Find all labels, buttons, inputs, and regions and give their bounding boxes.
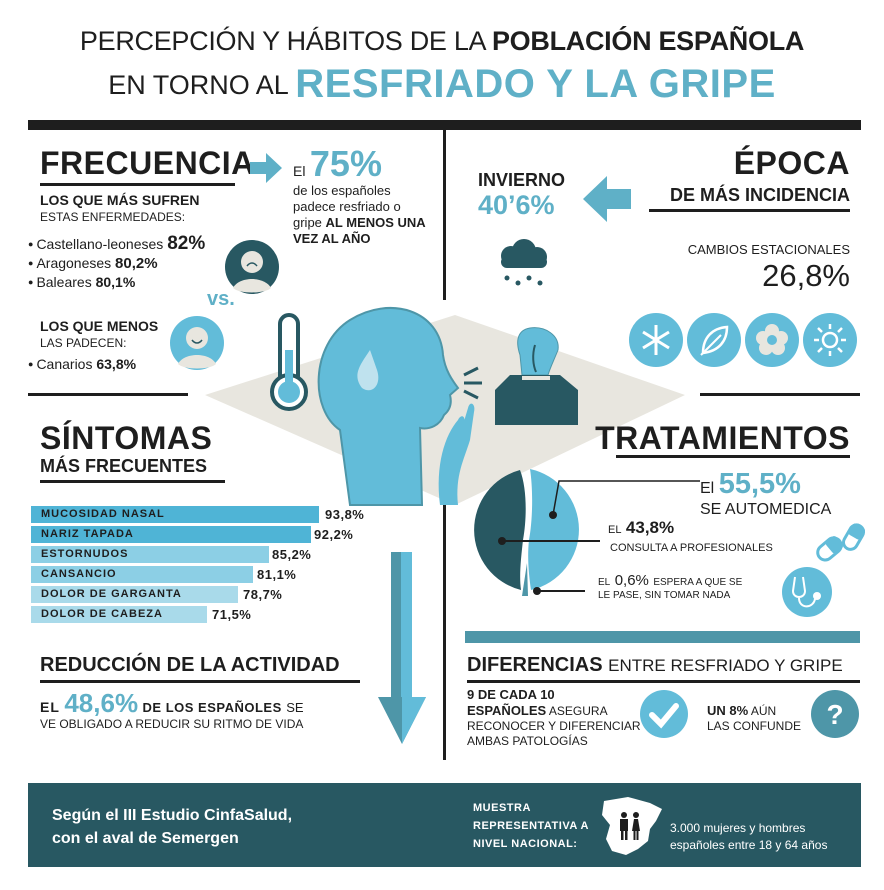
changes-label: CAMBIOS ESTACIONALES	[687, 242, 850, 257]
central-illustration	[205, 306, 685, 506]
page-title-line2: EN TORNO AL RESFRIADO Y LA GRIPE	[0, 62, 884, 107]
spain-map-icon	[602, 797, 662, 855]
epoca-underline	[649, 209, 850, 212]
bar-row: DOLOR DE GARGANTA 78,7%	[31, 586, 282, 603]
footer-banner: Según el III Estudio CinfaSalud, con el …	[28, 783, 861, 867]
most-list: Castellano-leoneses 82% Aragoneses 80,2%…	[28, 234, 205, 292]
title-highlight: RESFRIADO Y LA GRIPE	[295, 62, 776, 106]
section-divider	[700, 393, 860, 396]
bar-row: DOLOR DE CABEZA 71,5%	[31, 606, 251, 623]
bar-row: NARIZ TAPADA 92,2%	[31, 526, 353, 543]
winter-value: 40’6%	[478, 190, 555, 220]
sintomas-underline	[40, 480, 225, 483]
sad-person-icon	[225, 240, 279, 294]
vertical-divider	[443, 485, 446, 760]
least-list: Canarios 63,8%	[28, 355, 136, 374]
sintomas-title: SÍNTOMAS	[40, 420, 213, 456]
treatment-wait: EL 0,6% ESPERA A QUE SE	[598, 572, 743, 589]
list-item: Baleares 80,1%	[28, 273, 205, 292]
diferencias-right: UN 8% AÚN LAS CONFUNDE	[707, 703, 802, 733]
sun-icon	[803, 313, 857, 367]
list-item: Canarios 63,8%	[28, 355, 136, 374]
most-subtitle: ESTAS ENFERMEDADES:	[40, 210, 186, 224]
vertical-divider	[443, 130, 446, 300]
bar-row: CANSANCIO 81,1%	[31, 566, 296, 583]
treatment-professional: EL 43,8%	[608, 518, 675, 537]
stat-75: 75%	[309, 143, 382, 184]
stethoscope-icon	[782, 567, 832, 617]
reduccion-stat: EL 48,6% DE LOS ESPAÑOLES SE	[40, 688, 304, 718]
treatment-professional-text: CONSULTA A PROFESIONALES	[610, 542, 773, 554]
epoca-subtitle: DE MÁS INCIDENCIA	[669, 185, 850, 205]
frecuencia-stat-text: de los españoles padece resfriado o grip…	[293, 183, 426, 246]
arrow-down-icon	[378, 552, 426, 744]
reduccion-underline	[40, 680, 360, 683]
arrow-left-icon	[583, 176, 631, 222]
snowflake-icon	[629, 313, 683, 367]
arrow-right-icon	[250, 153, 282, 183]
season-icons	[629, 313, 857, 367]
frecuencia-underline	[40, 183, 235, 186]
list-item: Aragoneses 80,2%	[28, 254, 205, 273]
changes-value: 26,8%	[762, 258, 850, 293]
least-subtitle: LAS PADECEN:	[40, 336, 127, 350]
winter-label: INVIERNO	[478, 170, 566, 190]
reduccion-text: VE OBLIGADO A REDUCIR SU RITMO DE VIDA	[40, 717, 304, 731]
question-mark-icon: ?	[811, 690, 859, 738]
epoca-title: ÉPOCA	[733, 145, 850, 181]
section-divider	[28, 393, 188, 396]
treatment-self: El 55,5%	[700, 468, 801, 500]
most-title: LOS QUE MÁS SUFREN	[40, 192, 200, 208]
reduccion-title: REDUCCIÓN DE LA ACTIVIDAD	[40, 654, 340, 676]
sick-head-icon	[317, 306, 482, 506]
title-bold: POBLACIÓN ESPAÑOLA	[491, 26, 805, 56]
rain-cloud-icon	[501, 239, 547, 286]
frecuencia-stat: El 75%	[293, 143, 382, 184]
flower-icon	[745, 313, 799, 367]
vs-label: vs.	[207, 288, 235, 310]
tratamientos-title: TRATAMIENTOS	[595, 420, 850, 456]
bar-row: ESTORNUDOS 85,2%	[31, 546, 311, 563]
bar-row: MUCOSIDAD NASAL 93,8%	[31, 506, 364, 523]
footer-sample: 3.000 mujeres y hombres españoles entre …	[670, 821, 828, 852]
pills-icon	[816, 523, 865, 562]
treatment-pie-chart	[474, 469, 700, 596]
title-light: EN TORNO AL	[108, 70, 296, 100]
treatment-wait-text: LE PASE, SIN TOMAR NADA	[598, 590, 731, 601]
tratamientos-underline	[616, 455, 850, 458]
footer-source: Según el III Estudio CinfaSalud, con el …	[52, 807, 293, 847]
least-title: LOS QUE MENOS	[40, 318, 159, 334]
diferencias-left: 9 DE CADA 10 ESPAÑOLES ASEGURA RECONOCER…	[467, 687, 641, 748]
page-title-line1: PERCEPCIÓN Y HÁBITOS DE LA POBLACIÓN ESP…	[0, 26, 884, 57]
footer-muestra: MUESTRA REPRESENTATIVA A NIVEL NACIONAL:	[473, 802, 589, 850]
top-divider	[28, 120, 861, 130]
tissue-box-icon	[495, 327, 578, 425]
leaf-icon	[687, 313, 741, 367]
diferencias-title: DIFERENCIAS ENTRE RESFRIADO Y GRIPE	[467, 654, 843, 676]
happy-person-icon	[170, 316, 224, 370]
svg-text:?: ?	[826, 699, 843, 730]
sintomas-subtitle: MÁS FRECUENTES	[40, 456, 208, 476]
list-item: Castellano-leoneses 82%	[28, 234, 205, 254]
people-icon	[620, 812, 640, 840]
frecuencia-title: FRECUENCIA	[40, 145, 255, 181]
diferencias-underline	[467, 680, 860, 683]
treatment-self-text: SE AUTOMEDICA	[700, 501, 832, 518]
thermometer-icon	[270, 313, 308, 411]
checkmark-icon	[640, 690, 688, 738]
diferencias-top-bar	[465, 631, 860, 643]
title-light: PERCEPCIÓN Y HÁBITOS DE LA	[79, 26, 492, 56]
